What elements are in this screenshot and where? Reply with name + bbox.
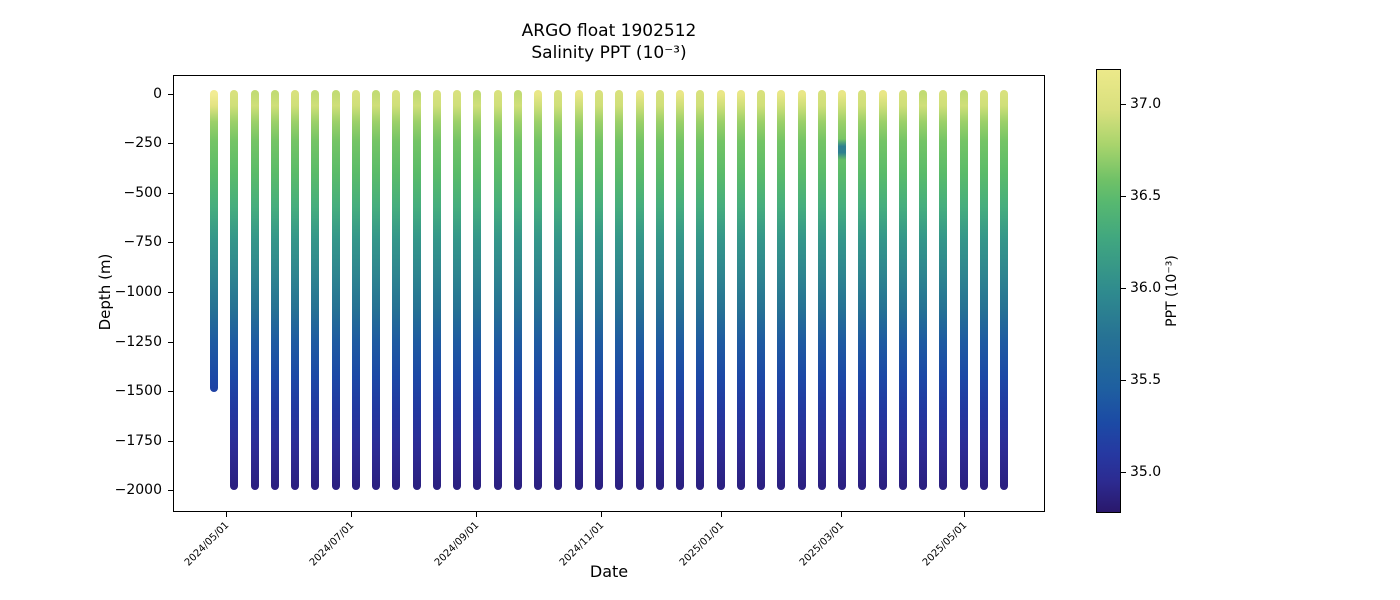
profile-column: [655, 90, 664, 490]
y-tick-mark: [168, 440, 173, 442]
profile-column: [878, 90, 887, 490]
x-tick-mark: [963, 512, 965, 517]
profile-column: [635, 90, 644, 490]
colorbar-tick-label: 35.0: [1130, 463, 1162, 480]
profile-column: [270, 90, 279, 490]
profile-column: [676, 90, 684, 490]
chart-subtitle: Salinity PPT (10⁻³): [531, 43, 687, 63]
y-tick-label: −500: [123, 184, 162, 201]
y-tick-label: −250: [123, 135, 162, 152]
profile-column: [554, 90, 563, 490]
profile-column: [1000, 90, 1009, 490]
colorbar-tick-mark: [1121, 103, 1126, 105]
y-tick-mark: [168, 143, 173, 145]
title-block: ARGO float 1902512 Salinity PPT (10⁻³): [173, 20, 1045, 64]
colorbar-tick-label: 36.0: [1130, 279, 1162, 296]
x-tick-mark: [600, 512, 602, 517]
profile-column: [919, 90, 928, 490]
y-tick-label: −2000: [114, 482, 162, 499]
y-tick-mark: [168, 490, 173, 492]
profile-column: [594, 90, 603, 490]
x-axis-label: Date: [589, 562, 629, 581]
colorbar-gradient: [1096, 69, 1121, 513]
profile-column: [716, 90, 725, 490]
profile-column: [777, 90, 786, 490]
profile-column: [534, 90, 543, 490]
salinity-anomaly-patch: [838, 138, 847, 161]
profile-column: [898, 90, 907, 490]
profile-column: [412, 90, 421, 490]
profile-column: [392, 90, 401, 490]
colorbar-tick-label: 37.0: [1130, 95, 1162, 112]
colorbar: 37.0 36.5 36.0 35.5 35.0: [1096, 69, 1161, 513]
y-tick-mark: [168, 192, 173, 194]
colorbar-tick-mark: [1121, 471, 1126, 473]
y-tick-label: 0: [153, 85, 162, 102]
profile-column: [939, 90, 948, 490]
y-tick-label: −1750: [114, 432, 162, 449]
chart-title: ARGO float 1902512: [521, 21, 697, 41]
profile-column: [453, 90, 462, 490]
y-tick-label: −1500: [114, 383, 162, 400]
profile-column: [493, 90, 502, 490]
profile-column: [858, 90, 867, 490]
profile-column: [250, 90, 259, 490]
y-tick-mark: [168, 341, 173, 343]
colorbar-label: PPT (10⁻³): [1164, 255, 1180, 327]
x-tick-mark: [225, 512, 227, 517]
profile-column: [736, 90, 745, 490]
profile-column: [513, 90, 522, 490]
plot-area: 0 −250 −500 −750 −1000 −1250 −1500 −1750 −2000 20…: [115, 75, 1045, 569]
profile-column: [230, 90, 239, 490]
y-tick-mark: [168, 242, 173, 244]
y-tick-label: −1000: [114, 283, 162, 300]
x-tick-mark: [720, 512, 722, 517]
colorbar-tick-mark: [1121, 379, 1126, 381]
colorbar-tick-label: 35.5: [1130, 371, 1162, 388]
y-tick-mark: [168, 391, 173, 393]
profile-column: [838, 90, 847, 490]
y-tick-mark: [168, 291, 173, 293]
profile-column: [979, 90, 988, 490]
profile-column: [351, 90, 360, 490]
profile-column: [210, 90, 218, 392]
colorbar-tick-mark: [1121, 195, 1126, 197]
profile-column: [372, 90, 381, 490]
profile-column: [574, 90, 583, 490]
profile-column: [817, 90, 826, 490]
y-tick-label: −1250: [114, 333, 162, 350]
profile-column: [331, 90, 340, 490]
profile-column: [696, 90, 705, 490]
y-tick-label: −750: [123, 234, 162, 251]
profile-column: [291, 90, 299, 490]
colorbar-tick-mark: [1121, 287, 1126, 289]
profile-column: [757, 90, 765, 490]
y-tick-mark: [168, 93, 173, 95]
profile-column: [432, 90, 441, 490]
colorbar-tick-label: 36.5: [1130, 187, 1162, 204]
x-tick-mark: [350, 512, 352, 517]
profile-column: [615, 90, 624, 490]
x-tick-mark: [840, 512, 842, 517]
profile-column: [959, 90, 968, 490]
profile-column: [311, 90, 320, 490]
profile-column: [473, 90, 482, 490]
x-tick-mark: [475, 512, 477, 517]
profile-column: [797, 90, 806, 490]
